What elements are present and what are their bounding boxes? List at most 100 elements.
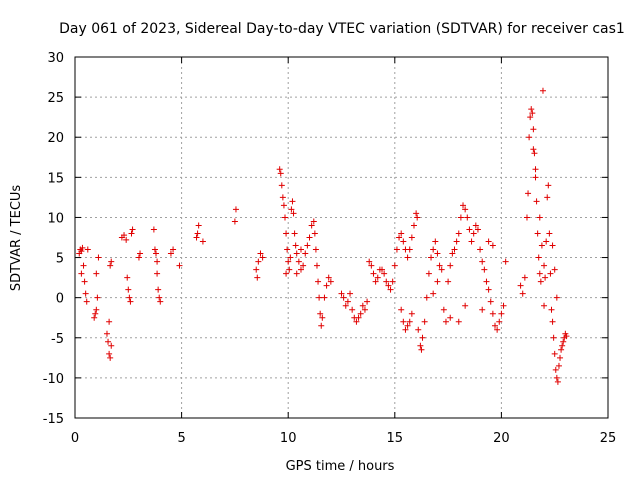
- data-point: [170, 246, 177, 253]
- y-axis-label: SDTVAR / TECUs: [9, 185, 24, 292]
- data-point: [530, 146, 537, 153]
- data-point: [445, 278, 452, 285]
- data-point: [483, 278, 490, 285]
- data-point: [434, 250, 441, 257]
- data-point: [95, 254, 102, 261]
- data-point: [408, 234, 415, 241]
- data-point: [400, 238, 407, 245]
- data-point: [517, 282, 524, 289]
- data-point: [460, 202, 467, 209]
- data-point: [379, 266, 386, 273]
- data-point: [533, 198, 540, 205]
- data-point: [468, 238, 475, 245]
- data-point: [338, 290, 345, 297]
- data-point: [306, 234, 313, 241]
- data-point: [545, 182, 552, 189]
- data-point: [496, 318, 503, 325]
- data-point: [404, 254, 411, 261]
- data-point: [470, 230, 477, 237]
- data-point: [530, 126, 537, 133]
- data-point: [284, 246, 291, 253]
- data-point: [546, 230, 553, 237]
- data-points: [76, 87, 570, 385]
- data-point: [292, 242, 299, 249]
- data-point: [126, 294, 133, 301]
- data-point: [498, 310, 505, 317]
- data-point: [543, 238, 550, 245]
- data-point: [311, 230, 318, 237]
- data-point: [357, 310, 364, 317]
- data-point: [199, 238, 206, 245]
- y-tick-label: -15: [43, 412, 64, 427]
- data-point: [418, 346, 425, 353]
- data-point: [125, 286, 132, 293]
- data-point: [151, 246, 158, 253]
- data-point: [552, 366, 559, 373]
- data-point: [558, 346, 565, 353]
- data-point: [295, 258, 302, 265]
- data-point: [290, 210, 297, 217]
- data-point: [453, 238, 460, 245]
- data-point: [319, 314, 326, 321]
- data-point: [121, 232, 128, 239]
- data-point: [539, 87, 546, 94]
- data-point: [93, 270, 100, 277]
- x-tick-label: 0: [71, 431, 79, 446]
- data-point: [232, 206, 239, 213]
- data-point: [525, 190, 532, 197]
- x-axis-label: GPS time / hours: [286, 459, 395, 474]
- data-point: [304, 242, 311, 249]
- data-point: [553, 294, 560, 301]
- data-point: [368, 262, 375, 269]
- data-point: [293, 250, 300, 257]
- data-point: [402, 326, 409, 333]
- data-point: [415, 326, 422, 333]
- y-tick-label: 30: [47, 51, 64, 66]
- data-point: [315, 278, 322, 285]
- data-point: [355, 314, 362, 321]
- data-point: [548, 306, 555, 313]
- data-point: [285, 258, 292, 265]
- data-point: [80, 262, 87, 269]
- data-point: [447, 262, 454, 269]
- data-point: [455, 318, 462, 325]
- data-point: [287, 254, 294, 261]
- data-point: [193, 234, 200, 241]
- data-point: [255, 258, 262, 265]
- data-point: [381, 270, 388, 277]
- data-point: [419, 334, 426, 341]
- data-point: [527, 114, 534, 121]
- data-point: [323, 282, 330, 289]
- data-point: [107, 262, 114, 269]
- data-point: [414, 214, 421, 221]
- data-point: [91, 314, 98, 321]
- y-tick-label: 15: [47, 171, 64, 186]
- data-point: [398, 230, 405, 237]
- data-point: [279, 194, 286, 201]
- data-point: [404, 322, 411, 329]
- data-point: [428, 254, 435, 261]
- data-point: [293, 270, 300, 277]
- data-point: [551, 266, 558, 273]
- data-point: [417, 342, 424, 349]
- x-tick-label: 15: [387, 431, 404, 446]
- data-point: [286, 266, 293, 273]
- y-tick-label: 10: [47, 211, 64, 226]
- data-point: [78, 270, 85, 277]
- data-point: [529, 110, 536, 117]
- grid-lines: [75, 57, 608, 418]
- data-point: [550, 334, 557, 341]
- data-point: [93, 306, 100, 313]
- data-point: [489, 310, 496, 317]
- data-point: [154, 270, 161, 277]
- data-point: [257, 250, 264, 257]
- x-tick-label: 25: [600, 431, 617, 446]
- data-point: [135, 254, 142, 261]
- data-point: [406, 246, 413, 253]
- data-point: [167, 250, 174, 257]
- y-tick-label: 5: [56, 252, 64, 267]
- x-tick-label: 20: [493, 431, 510, 446]
- data-point: [105, 338, 112, 345]
- data-point: [541, 302, 548, 309]
- data-point: [280, 202, 287, 209]
